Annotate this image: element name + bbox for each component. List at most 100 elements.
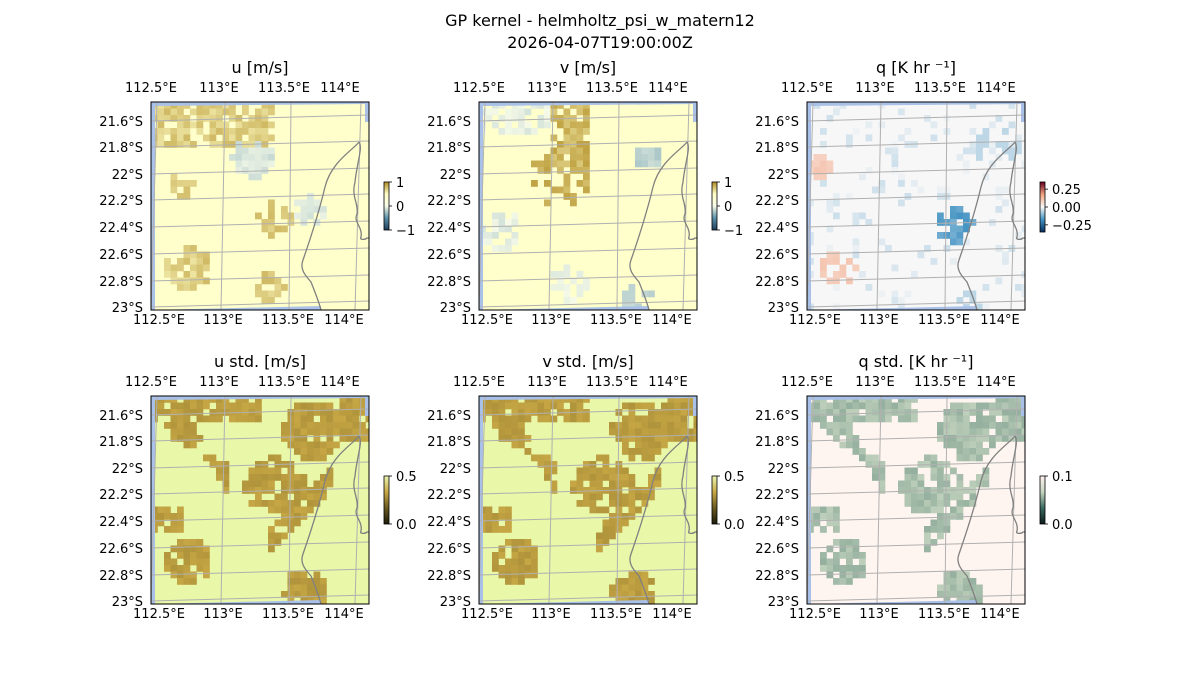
heatmap-cell [648,435,655,442]
heatmap-cell [352,422,360,429]
heatmap-cell [911,500,918,507]
colorbar [1039,181,1046,233]
heatmap-cell [281,428,288,436]
heatmap-cell [203,454,210,462]
heatmap-cell [544,121,551,129]
heatmap-cell [203,134,210,142]
heatmap-cell [674,409,681,416]
heatmap-cell [859,571,866,579]
heatmap-cell [693,422,697,429]
heatmap-cell [255,212,262,220]
heatmap-cell [518,121,525,129]
ocean-strip-bottom [807,306,978,310]
heatmap-cell [1021,422,1025,429]
heatmap-cell [300,409,308,416]
heatmap-cell [674,422,681,429]
heatmap-cell [170,180,178,187]
heatmap-cell [544,461,551,468]
heatmap-cell [641,591,649,598]
field-background [479,102,697,310]
gridline-lat [151,300,369,308]
heatmap-cell [222,461,230,468]
heatmap-cell [852,238,860,246]
y-tick-label: 22.6°S [427,248,471,263]
heatmap-cell [177,277,184,285]
heatmap-cell [177,121,184,129]
heatmap-cell [648,428,655,436]
heatmap-cell [976,402,983,410]
heatmap-cell [885,147,892,155]
heatmap-cell [505,558,512,566]
heatmap-cell [498,115,506,122]
colorbar [711,181,718,231]
heatmap-cell [911,487,918,494]
gridline-lat [151,114,369,122]
heatmap-cell [1002,199,1009,207]
heatmap-cell [930,474,938,481]
heatmap-cell [177,284,184,291]
heatmap-cell [268,297,275,304]
heatmap-cell [563,186,571,194]
heatmap-cell [300,199,308,207]
gridline-lon [288,396,292,604]
heatmap-cell [524,435,532,442]
heatmap-cell [313,448,321,455]
heatmap-cell [589,506,597,514]
heatmap-cell [248,173,256,181]
y-tick-label: 22.4°S [755,515,799,530]
heatmap-cell [307,506,314,514]
heatmap-cell [963,428,970,436]
y-tick-label: 22.2°S [755,488,799,503]
colorbar-tick-label: 0.1 [1052,470,1073,485]
heatmap-cell [544,167,551,174]
x-tick-label-top: 113.5°E [258,375,310,390]
heatmap-cell [826,545,834,553]
heatmap-cell [956,238,964,246]
heatmap-cell [326,474,334,481]
heatmap-cell [833,578,840,585]
heatmap-cell [216,102,223,109]
heatmap-cell [667,435,675,442]
heatmap-cell [164,258,171,265]
heatmap-cell [622,500,629,507]
heatmap-cell [963,448,970,455]
heatmap-cell [203,277,210,285]
colorbar-tick-label: 0.0 [724,518,745,533]
heatmap-cell [209,128,217,135]
heatmap-cell [635,147,642,155]
heatmap-cell [589,480,597,488]
heatmap-cell [602,506,610,514]
y-tick-label: 23°S [112,301,143,316]
heatmap-cell [281,519,288,527]
heatmap-cell [956,441,964,449]
y-tick-label: 22.4°S [427,515,471,530]
y-tick-label: 22.6°S [99,248,143,263]
heatmap-cell [229,128,236,135]
heatmap-cell [190,271,197,278]
heatmap-cell [235,128,243,135]
heatmap-cell [557,402,564,410]
heatmap-cell [307,578,314,585]
heatmap-cell [190,284,197,291]
heatmap-cell [654,147,662,155]
heatmap-cell [833,277,840,285]
heatmap-cell [216,467,223,475]
heatmap-cell [157,402,165,410]
heatmap-cell [183,409,191,416]
heatmap-cell [956,591,964,598]
y-tick-label: 21.6°S [427,409,471,424]
heatmap-cell [813,173,821,181]
heatmap-cell [190,108,197,116]
gridline-lat [479,541,697,549]
x-tick-label-top: 112.5°E [781,81,833,96]
x-tick-label-bottom: 113.5°E [918,313,970,328]
heatmap-cell [859,454,866,462]
heatmap-cell [307,454,314,462]
heatmap-cell [609,591,616,598]
heatmap-cell [339,396,347,403]
heatmap-cell [505,422,512,429]
x-tick-label-top: 113°E [527,81,567,96]
heatmap-cell [511,238,519,246]
heatmap-cell [511,578,519,585]
heatmap-cell [557,102,564,109]
